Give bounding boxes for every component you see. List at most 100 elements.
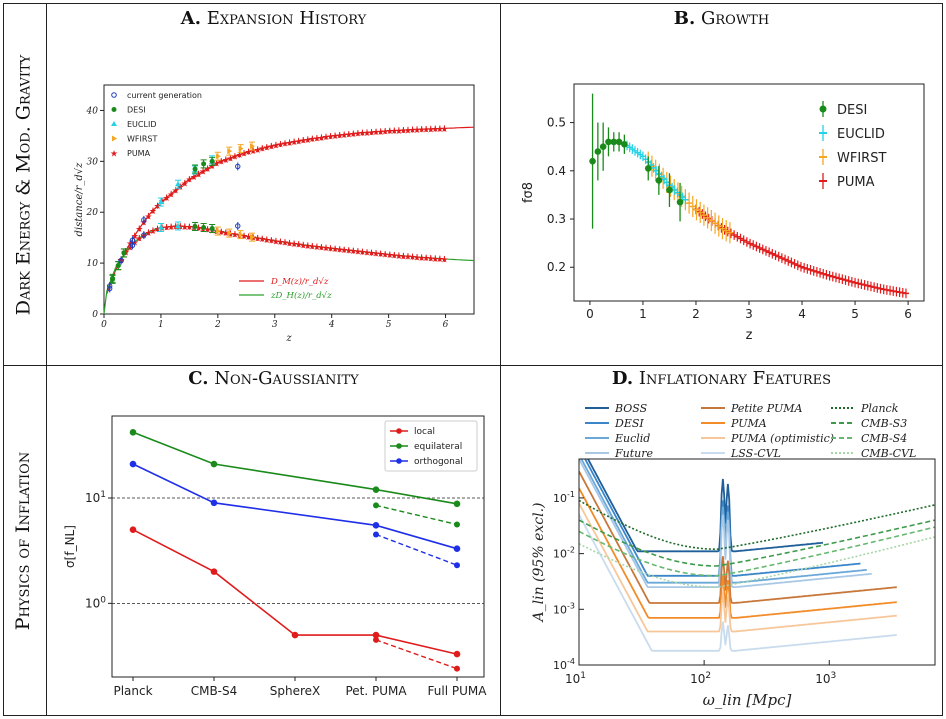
puma-point: ★: [144, 229, 152, 239]
y-tick-label: 10: [87, 259, 99, 269]
legend-marker: [112, 135, 117, 142]
legend-marker: ★: [110, 150, 118, 160]
x-tick-label: 1: [639, 307, 647, 321]
puma-point: ★: [258, 145, 266, 155]
current-point: [235, 163, 241, 170]
y-tick-label: 10-3: [553, 601, 575, 616]
legend-marker: [111, 92, 117, 98]
legend-label: DESI: [837, 103, 867, 118]
x-tick-label: CMB-S4: [191, 684, 238, 698]
puma-point: ★: [131, 239, 139, 249]
point-orthogonal: [210, 499, 218, 507]
x-tick-label: 3: [272, 320, 278, 330]
puma-point: ★: [240, 232, 248, 242]
legend-marker: [396, 443, 402, 449]
puma-point: ★: [135, 225, 143, 235]
puma-point: ★: [249, 147, 257, 157]
desi-point: [201, 224, 207, 230]
x-axis-label: ω_lin [Mpc]: [703, 691, 792, 709]
x-tick-label: 2: [692, 307, 700, 321]
puma-point: ★: [213, 160, 221, 170]
puma-point: ★: [245, 148, 253, 158]
puma-point: ★: [235, 151, 243, 161]
point-local: [291, 631, 299, 639]
legend-marker: [396, 428, 402, 434]
point-orthogonal: [453, 545, 461, 553]
puma-point: ★: [272, 141, 280, 151]
y-tick-label: 100: [85, 595, 106, 610]
puma-point: ★: [313, 243, 321, 253]
puma-point: ★: [418, 126, 426, 136]
y-tick-label: 0.4: [547, 164, 566, 178]
puma-point: ★: [272, 237, 280, 247]
puma-point: ★: [395, 127, 403, 137]
x-axis-label: z: [746, 328, 753, 343]
puma-point: ★: [440, 255, 448, 265]
y-tick-label: 40: [86, 106, 99, 116]
desi-point: [201, 161, 207, 167]
puma-point: ★: [322, 244, 330, 254]
puma-point: ★: [167, 223, 175, 233]
desi-point: [115, 263, 121, 269]
curve-cmb-cvl: [579, 536, 935, 588]
puma-point: ★: [349, 247, 357, 257]
legend-label: PUMA: [127, 149, 151, 158]
dashed-point-equilateral: [373, 502, 379, 509]
wfirst-point: [250, 234, 255, 241]
puma-point: ★: [308, 135, 316, 145]
x-tick-label: SphereX: [270, 684, 321, 698]
chart-non-gaussianity: Planck CMB-S4 SphereX Pet. PUMA Full PUMA 100…: [63, 415, 487, 698]
y-tick-label: 10-1: [553, 490, 575, 505]
puma-point: ★: [440, 125, 448, 135]
current-point: [141, 217, 147, 223]
puma-point: ★: [377, 128, 385, 138]
puma-point: ★: [317, 244, 325, 254]
puma-point: ★: [345, 247, 353, 257]
puma-point: ★: [231, 231, 239, 241]
dm-curve: [106, 126, 475, 294]
puma-point: ★: [204, 165, 212, 175]
chart-expansion-history: 0 1 2 3 4 5 6010203040zdistance/r_d√z★★★★★★★★★…: [74, 84, 475, 344]
puma-point: ★: [299, 136, 307, 146]
puma-point: ★: [367, 129, 375, 139]
legend-label: Petite PUMA: [730, 402, 803, 415]
series-dashed-orthogonal: [375, 533, 458, 566]
puma-point: ★: [295, 137, 303, 147]
puma-point: ★: [386, 127, 394, 137]
puma-point: ★: [226, 230, 234, 240]
puma-point: ★: [204, 226, 212, 236]
wfirst-point: [215, 153, 221, 160]
desi-point: [615, 138, 623, 146]
panel-b-title: B. Growth: [673, 8, 770, 29]
row-label-dark-energy: Dark Energy & Mod. Gravity: [12, 54, 35, 315]
legend-box: [384, 420, 478, 472]
x-tick-label: 3: [745, 307, 753, 321]
series-line-equilateral: [132, 431, 458, 505]
legend-label: CMB-S4: [861, 432, 907, 445]
x-tick-label: 5: [386, 320, 392, 330]
legend-label: current generation: [127, 91, 202, 100]
desi-point: [110, 276, 116, 282]
puma-point: ★: [172, 187, 180, 197]
x-tick-label: Pet. PUMA: [345, 684, 407, 698]
curve-future: [579, 459, 872, 589]
wfirst-point: [227, 148, 233, 155]
y-tick-label: 20: [86, 208, 99, 218]
puma-point: ★: [336, 246, 344, 256]
dashed-point-equilateral: [454, 521, 460, 528]
puma-point: ★: [377, 250, 385, 260]
desi-point: [676, 198, 684, 206]
plot-frame: [103, 84, 475, 315]
puma-point: ★: [149, 207, 157, 217]
current-point: [106, 285, 113, 292]
puma-point: ★: [240, 149, 248, 159]
legend-label: CMB-CVL: [861, 447, 916, 460]
point-equilateral: [129, 429, 137, 436]
puma-point: ★: [163, 223, 171, 233]
legend-label: EUCLID: [127, 120, 156, 129]
puma-point: ★: [181, 223, 189, 233]
current-point: [141, 232, 147, 238]
wfirst-point: [215, 228, 221, 235]
puma-point: ★: [427, 125, 435, 135]
puma-point: ★: [194, 170, 202, 180]
